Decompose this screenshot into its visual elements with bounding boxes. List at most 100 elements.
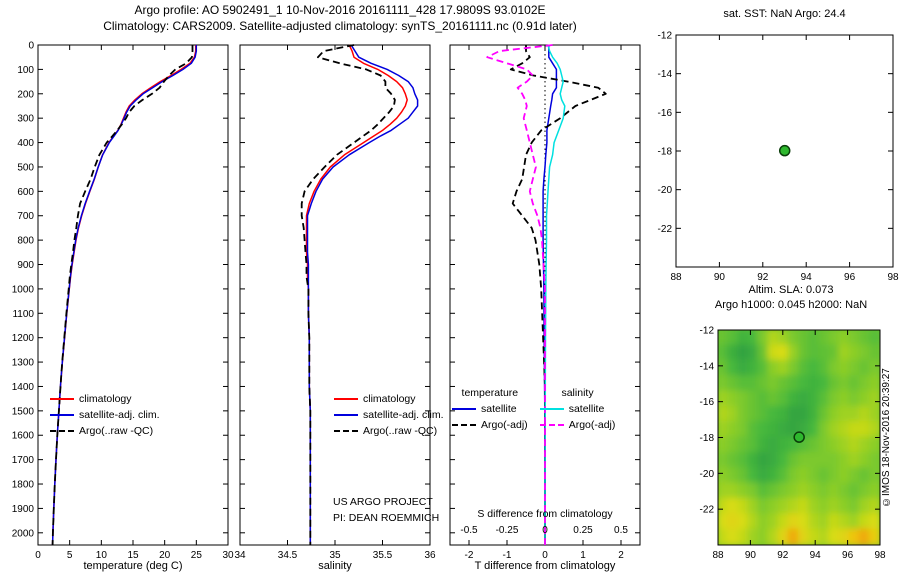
legend-item: satellite-adj. clim. <box>334 407 444 423</box>
svg-text:1800: 1800 <box>12 480 35 491</box>
xlabel-t-difference: T difference from climatology <box>474 560 616 572</box>
legend-item-label: satellite-adj. clim. <box>363 409 444 421</box>
sst-map-title: sat. SST: NaN Argo: 24.4 <box>723 8 846 20</box>
us-argo-project-label: US ARGO PROJECT <box>333 496 433 508</box>
svg-text:1900: 1900 <box>12 504 35 515</box>
legend-temperature: climatology satellite-adj. clim. Argo(..ra… <box>50 391 160 439</box>
legend-line-sample <box>50 430 74 432</box>
legend-line-sample <box>50 414 74 416</box>
svg-text:35.5: 35.5 <box>373 550 393 561</box>
svg-text:1700: 1700 <box>12 455 35 466</box>
svg-text:-16: -16 <box>658 108 673 119</box>
legend-item: Argo(-adj) <box>452 417 528 433</box>
svg-text:-2: -2 <box>465 550 474 561</box>
svg-text:36: 36 <box>424 550 436 561</box>
legend-item: climatology <box>334 391 444 407</box>
svg-text:34.5: 34.5 <box>278 550 298 561</box>
svg-text:500: 500 <box>17 162 34 173</box>
svg-text:-1: -1 <box>503 550 512 561</box>
svg-text:0: 0 <box>542 550 548 561</box>
legend-item-label: Argo(-adj) <box>568 419 616 431</box>
svg-text:94: 94 <box>801 272 813 283</box>
svg-text:-12: -12 <box>658 31 673 42</box>
legend-item: Argo(..raw -QC) <box>50 423 160 439</box>
svg-text:1500: 1500 <box>12 406 35 417</box>
legend-item-label: climatology <box>363 393 416 405</box>
legend-item-label: Argo(..raw -QC) <box>363 425 438 437</box>
legend-column: salinity satellite Argo(-adj) <box>539 385 616 433</box>
svg-text:1: 1 <box>580 550 586 561</box>
svg-text:1600: 1600 <box>12 431 35 442</box>
panel-temperature_profile: 0 5 10 15 20 25 300100200300400500600700800900… <box>12 41 234 562</box>
imos-credit: ©IMOS 18-Nov-2016 20:39:27 <box>881 368 892 507</box>
svg-text:0.25: 0.25 <box>573 525 593 536</box>
legend-item: climatology <box>50 391 160 407</box>
svg-text:-12: -12 <box>700 326 715 337</box>
page-subtitle: Climatology: CARS2009. Satellite-adjuste… <box>103 19 577 33</box>
svg-text:200: 200 <box>17 89 34 100</box>
sla-title-line1: Altim. SLA: 0.073 <box>748 284 834 296</box>
svg-text:2000: 2000 <box>12 528 35 539</box>
panel-sla_map: 88 90 92 94 96 98 -12 -14 -16 -18 -20 -22 <box>700 326 886 562</box>
svg-text:15: 15 <box>127 550 139 561</box>
svg-text:0: 0 <box>28 41 34 52</box>
legend-item: satellite <box>452 401 528 417</box>
legend-item-label: climatology <box>79 393 132 405</box>
svg-text:35: 35 <box>329 550 341 561</box>
panel-sst_map: 88 90 92 94 96 98 -12 -14 -16 -18 -20 -22 <box>658 31 899 284</box>
svg-text:600: 600 <box>17 187 34 198</box>
svg-text:1400: 1400 <box>12 382 35 393</box>
svg-text:900: 900 <box>17 260 34 271</box>
svg-text:10: 10 <box>96 550 108 561</box>
xlabel-salinity: salinity <box>318 560 352 572</box>
svg-text:98: 98 <box>874 550 886 561</box>
svg-text:92: 92 <box>757 272 769 283</box>
svg-text:88: 88 <box>670 272 682 283</box>
legend-item-label: satellite-adj. clim. <box>79 409 160 421</box>
svg-text:-18: -18 <box>658 147 673 158</box>
svg-text:90: 90 <box>714 272 726 283</box>
legend-column-header: temperature <box>461 387 519 399</box>
svg-text:96: 96 <box>844 272 856 283</box>
svg-text:-14: -14 <box>700 361 715 372</box>
svg-text:94: 94 <box>810 550 822 561</box>
svg-text:2: 2 <box>618 550 624 561</box>
svg-text:25: 25 <box>191 550 203 561</box>
legend-item: satellite <box>539 401 616 417</box>
svg-text:-22: -22 <box>700 505 715 516</box>
svg-text:90: 90 <box>745 550 757 561</box>
sla-title-line2: Argo h1000: 0.045 h2000: NaN <box>714 299 868 311</box>
legend-line-sample <box>539 408 564 410</box>
svg-text:-14: -14 <box>658 69 673 80</box>
svg-text:-20: -20 <box>658 185 673 196</box>
legend-item: Argo(-adj) <box>539 417 616 433</box>
panel-difference_profile: -2 -1 0 1 2 -0.5 -0.25 0 0.25 0.5 <box>449 44 641 561</box>
xlabel-temperature: temperature (deg C) <box>83 560 183 572</box>
svg-text:-18: -18 <box>700 433 715 444</box>
legend-item-label: Argo(-adj) <box>481 419 528 431</box>
legend-item-label: satellite <box>481 403 517 415</box>
svg-text:-20: -20 <box>700 469 715 480</box>
legend-line-sample <box>452 424 476 426</box>
legend-item-label: satellite <box>568 403 605 415</box>
svg-text:-0.25: -0.25 <box>496 525 519 536</box>
legend-item-label: Argo(..raw -QC) <box>79 425 154 437</box>
svg-text:0: 0 <box>35 550 41 561</box>
legend-line-sample <box>334 414 358 416</box>
svg-text:30: 30 <box>222 550 234 561</box>
legend-item: Argo(..raw -QC) <box>334 423 444 439</box>
svg-text:1300: 1300 <box>12 358 35 369</box>
legend-column: temperature satellite Argo(-adj) <box>452 385 528 433</box>
legend-line-sample <box>539 424 564 426</box>
svg-text:100: 100 <box>17 65 34 76</box>
svg-text:300: 300 <box>17 114 34 125</box>
svg-text:34: 34 <box>234 550 246 561</box>
pi-label: PI: DEAN ROEMMICH <box>333 512 440 524</box>
svg-text:1200: 1200 <box>12 333 35 344</box>
svg-text:1000: 1000 <box>12 284 35 295</box>
svg-text:88: 88 <box>712 550 724 561</box>
legend-line-sample <box>334 430 358 432</box>
s-difference-label: S difference from climatology <box>477 508 613 520</box>
